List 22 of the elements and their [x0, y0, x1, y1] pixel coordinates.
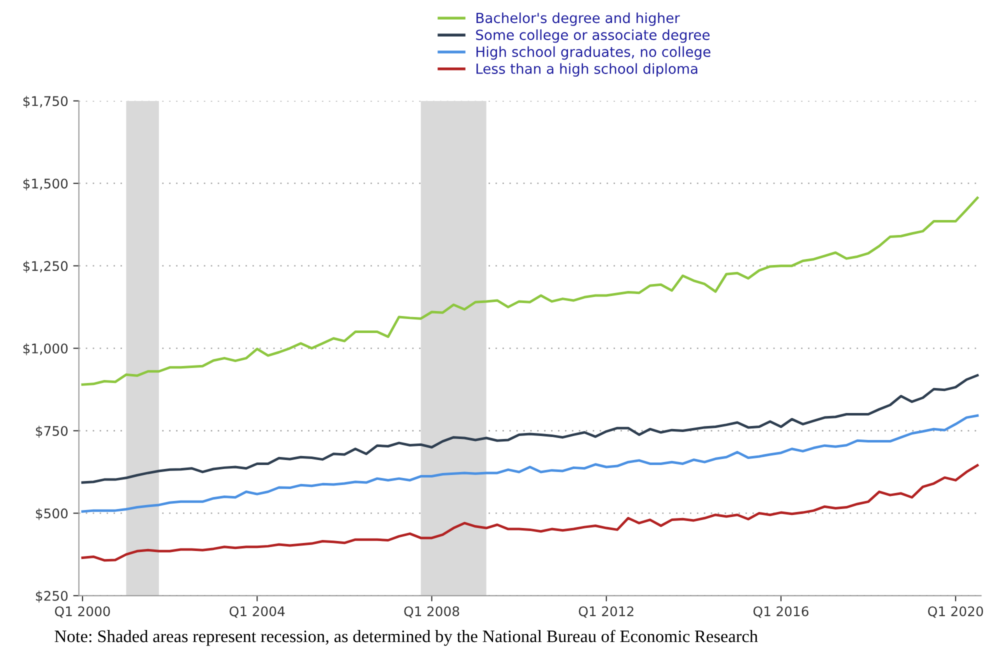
y-tick-label: $1,250 [23, 260, 68, 273]
y-tick-label: $1,750 [23, 96, 68, 108]
line-series [81, 464, 979, 562]
legend-label: Less than a high school diploma [476, 63, 698, 77]
line-series [81, 374, 979, 484]
x-tick-label: Q1 2012 [578, 606, 634, 618]
y-tick-label: $1,000 [23, 343, 68, 356]
line-series [81, 196, 979, 386]
legend-label: High school graduates, no college [476, 46, 710, 60]
y-tick-label: $500 [36, 508, 68, 520]
text: Note: Shaded areas represent recession, as determined by the National Bureau of Economic Research [54, 630, 758, 646]
x-tick-label: Q1 2004 [230, 606, 285, 618]
legend-label: Some college or associate degree [476, 29, 710, 43]
y-tick-label: $250 [36, 590, 68, 603]
line-series [81, 414, 979, 513]
y-tick-label: $750 [36, 426, 68, 438]
legend-label: Bachelor's degree and higher [476, 12, 680, 26]
x-tick-label: Q1 2000 [54, 606, 110, 618]
x-tick-label: Q1 2016 [753, 606, 808, 618]
y-tick-label: $1,500 [23, 178, 68, 190]
x-tick-label: Q1 2020 [928, 606, 984, 618]
x-tick-label: Q1 2008 [404, 606, 460, 618]
